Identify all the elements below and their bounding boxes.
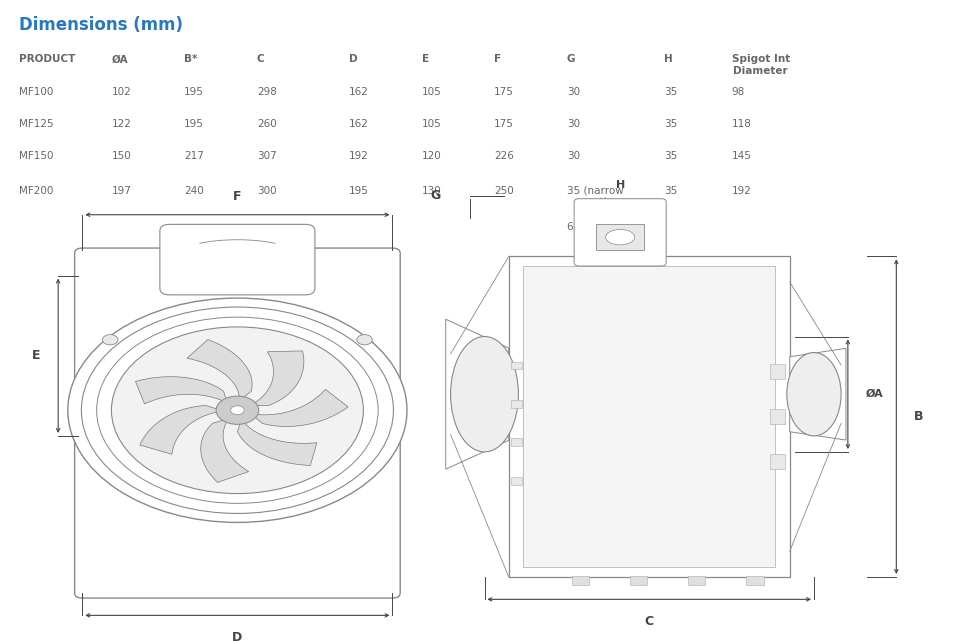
Bar [511, 438, 522, 446]
Polygon shape [250, 351, 304, 406]
Ellipse shape [357, 335, 372, 345]
Text: 307: 307 [257, 151, 276, 161]
Text: 35 (narrow
part): 35 (narrow part) [567, 186, 624, 208]
Text: MF100: MF100 [19, 87, 53, 97]
Ellipse shape [216, 396, 259, 424]
Bar [770, 409, 785, 424]
Text: 298: 298 [257, 87, 277, 97]
Text: 122: 122 [111, 119, 132, 129]
Ellipse shape [231, 406, 244, 415]
Text: 118: 118 [732, 119, 752, 129]
Text: 217: 217 [184, 151, 204, 161]
Bar [572, 576, 589, 585]
Text: 192: 192 [349, 151, 369, 161]
Text: 105: 105 [422, 87, 441, 97]
Text: H: H [615, 180, 625, 190]
Bar [770, 454, 785, 469]
Text: 102: 102 [111, 87, 131, 97]
Ellipse shape [68, 298, 407, 522]
Text: Dimensions (mm): Dimensions (mm) [19, 16, 183, 34]
FancyBboxPatch shape [160, 224, 315, 295]
Text: 195: 195 [184, 87, 204, 97]
Text: B: B [914, 410, 923, 423]
Text: 30: 30 [567, 87, 580, 97]
Text: 260: 260 [257, 119, 276, 129]
Text: 130: 130 [422, 186, 441, 196]
Bar [523, 266, 775, 567]
Text: 105: 105 [422, 119, 441, 129]
Bar [770, 364, 785, 379]
Ellipse shape [103, 335, 118, 345]
Bar [630, 576, 647, 585]
Text: C: C [257, 54, 265, 65]
Text: 98: 98 [732, 87, 745, 97]
Bar [688, 576, 705, 585]
Text: 150: 150 [111, 151, 131, 161]
Text: C: C [644, 615, 654, 628]
Text: 30: 30 [567, 151, 580, 161]
Polygon shape [251, 389, 348, 426]
Ellipse shape [111, 327, 363, 494]
Text: 35: 35 [664, 186, 677, 196]
Text: MF150: MF150 [19, 151, 54, 161]
FancyBboxPatch shape [574, 199, 667, 266]
Bar [511, 400, 522, 408]
Text: E: E [422, 54, 428, 65]
Text: ØA: ØA [111, 54, 128, 65]
Text: 195: 195 [184, 119, 204, 129]
Text: 300: 300 [257, 186, 276, 196]
Polygon shape [790, 348, 846, 440]
Text: 120: 120 [422, 151, 441, 161]
Text: 197: 197 [111, 186, 132, 196]
Polygon shape [140, 406, 223, 454]
Text: E: E [32, 349, 41, 362]
Text: 30: 30 [567, 119, 580, 129]
Bar [511, 362, 522, 369]
Text: 35: 35 [664, 151, 677, 161]
Ellipse shape [451, 337, 518, 452]
Polygon shape [187, 340, 252, 401]
Text: B*: B* [184, 54, 198, 65]
FancyBboxPatch shape [75, 248, 400, 598]
Text: 240: 240 [184, 186, 203, 196]
Bar [596, 224, 644, 250]
Ellipse shape [97, 317, 378, 503]
Text: 195: 195 [349, 186, 369, 196]
Ellipse shape [606, 229, 635, 245]
Text: 145: 145 [732, 151, 752, 161]
Polygon shape [237, 419, 317, 465]
Bar [511, 477, 522, 485]
Bar [746, 576, 764, 585]
Text: 175: 175 [494, 87, 515, 97]
Text: 226: 226 [494, 151, 515, 161]
Text: Spigot Int
Diameter: Spigot Int Diameter [732, 54, 790, 76]
Polygon shape [446, 319, 509, 469]
Text: D: D [349, 54, 358, 65]
Text: 250: 250 [494, 186, 514, 196]
Text: D: D [233, 631, 242, 641]
Text: PRODUCT: PRODUCT [19, 54, 76, 65]
Text: 35: 35 [664, 87, 677, 97]
Ellipse shape [81, 307, 393, 513]
Text: MF125: MF125 [19, 119, 54, 129]
Text: MF200: MF200 [19, 186, 53, 196]
Text: 162: 162 [349, 87, 369, 97]
Polygon shape [201, 418, 249, 483]
Text: F: F [494, 54, 501, 65]
Text: H: H [664, 54, 672, 65]
Text: 175: 175 [494, 119, 515, 129]
Text: G: G [567, 54, 576, 65]
Text: ØA: ØA [865, 389, 883, 399]
Text: F: F [234, 190, 241, 203]
Polygon shape [509, 256, 790, 577]
Polygon shape [136, 377, 228, 404]
Ellipse shape [787, 353, 841, 436]
Text: 35: 35 [664, 119, 677, 129]
Text: 192: 192 [732, 186, 752, 196]
Text: G: G [430, 189, 441, 202]
Text: 63 (overall): 63 (overall) [567, 221, 627, 231]
Text: 162: 162 [349, 119, 369, 129]
